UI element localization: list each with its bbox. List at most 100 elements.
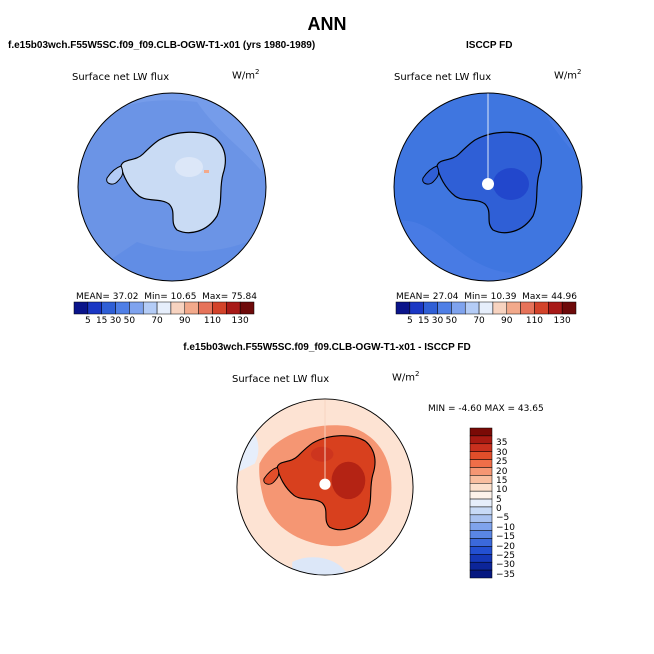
colorbar-swatch [409,301,424,315]
colorbar-swatch [534,301,549,315]
colorbar-swatch [469,506,493,516]
colorbar-tick-label: 110 [203,316,222,326]
panel2-caption: ISCCP FD [466,40,513,51]
panel2-variable-label: Surface net LW flux [394,72,492,83]
panel1-variable-label: Surface net LW flux [72,72,170,83]
colorbar-swatch [395,301,411,315]
panel1-stats: MEAN= 37.02 Min= 10.65 Max= 75.84 [76,292,257,302]
panel3-variable-label: Surface net LW flux [232,374,330,385]
colorbar-tick-label: 15 [417,316,430,326]
panel3-map [236,398,414,576]
colorbar-swatch [561,301,577,315]
colorbar-swatch [184,301,199,315]
colorbar-tick-label: 35 [496,438,508,449]
colorbar-tick-label: −30 [496,560,515,571]
colorbar-tick-label: 90 [179,316,191,326]
colorbar-swatch [212,301,227,315]
colorbar-swatch [423,301,438,315]
panel3-units-label: W/m2 [392,370,420,384]
panel2-map [393,92,583,282]
colorbar-swatch [469,427,493,437]
colorbar-swatch [492,301,508,315]
colorbar-tick-label: 30 [109,316,122,326]
colorbar-tick-label: 30 [431,316,444,326]
colorbar-swatch [87,301,102,315]
colorbar-swatch [451,301,466,315]
colorbar-swatch [469,530,493,539]
colorbar-swatch [469,569,493,579]
colorbar-swatch [548,301,563,315]
colorbar-swatch [469,514,493,523]
colorbar-swatch [469,443,493,452]
colorbar-tick-label: 50 [123,316,136,326]
colorbar-swatch [520,301,535,315]
panel2-colorbar-labels: 5 15 30 50 70 90 110 130 [396,316,576,328]
panel1-map [77,92,267,282]
colorbar-tick-label: 5 [84,316,91,326]
panel1-colorbar [73,301,255,315]
colorbar-tick-label: −20 [496,541,515,552]
colorbar-swatch [469,561,493,571]
panel3-stats: MIN = -4.60 MAX = 43.65 [428,404,544,414]
colorbar-tick-label: 15 [496,475,508,486]
colorbar-swatch [469,467,493,476]
colorbar-tick-label: −25 [496,550,515,561]
colorbar-swatch [170,301,186,315]
colorbar-tick-label: 70 [473,316,485,326]
colorbar-swatch [437,301,452,315]
colorbar-swatch [469,498,493,508]
colorbar-swatch [469,522,493,531]
panel1-caption: f.e15b03wch.F55W5SC.f09_f09.CLB-OGW-T1-x… [8,40,316,51]
colorbar-tick-label: 110 [525,316,544,326]
colorbar-swatch [469,546,493,555]
colorbar-tick-label: 50 [445,316,458,326]
colorbar-swatch [469,475,493,484]
panel1-units-label: W/m2 [232,68,260,82]
colorbar-swatch [101,301,116,315]
colorbar-swatch [469,490,493,500]
panel1-antarctica [120,131,226,234]
page-title: ANN [307,14,347,34]
colorbar-tick-label: −35 [496,569,515,580]
panel3-pole-mask [319,478,331,490]
colorbar-tick-label: −10 [496,522,515,533]
colorbar-swatch [469,554,493,563]
colorbar-swatch [198,301,213,315]
panel1-colorbar-labels: 5 15 30 50 70 90 110 130 [74,316,254,328]
colorbar-swatch [469,538,493,547]
colorbar-swatch [469,459,493,468]
colorbar-tick-label: 130 [553,316,571,326]
colorbar-swatch [469,435,493,445]
colorbar-swatch [142,301,158,315]
colorbar-tick-label: 0 [496,504,502,514]
colorbar-tick-label: 10 [496,485,508,496]
colorbar-tick-label: 90 [501,316,513,326]
colorbar-swatch [156,301,172,315]
colorbar-swatch [239,301,255,315]
colorbar-swatch [478,301,494,315]
colorbar-swatch [73,301,89,315]
colorbar-tick-label: 15 [95,316,108,326]
panel2-stats: MEAN= 27.04 Min= 10.39 Max= 44.96 [396,292,577,302]
colorbar-swatch [115,301,130,315]
panel3-colorbar-labels: 35 30 25 20 15 10 5 0 −5 −10 −15 −20 −25 −30 −35 [496,428,536,580]
panel2-pole-mask [482,178,494,190]
colorbar-tick-label: 20 [496,466,508,477]
panel2-units-label: W/m2 [554,68,582,82]
colorbar-tick-label: 70 [151,316,163,326]
panel2-colorbar [395,301,577,315]
colorbar-swatch [469,451,493,460]
colorbar-tick-label: −15 [496,532,515,543]
colorbar-swatch [464,301,480,315]
colorbar-tick-label: 130 [231,316,249,326]
colorbar-swatch [226,301,241,315]
colorbar-tick-label: −5 [496,513,510,524]
panel3-colorbar [469,427,493,579]
colorbar-tick-label: 5 [406,316,413,326]
colorbar-tick-label: 25 [496,457,508,468]
panel3-caption: f.e15b03wch.F55W5SC.f09_f09.CLB-OGW-T1-x… [183,342,471,353]
colorbar-swatch [129,301,144,315]
colorbar-swatch [506,301,521,315]
colorbar-swatch [469,483,493,492]
colorbar-tick-label: 30 [496,447,508,458]
